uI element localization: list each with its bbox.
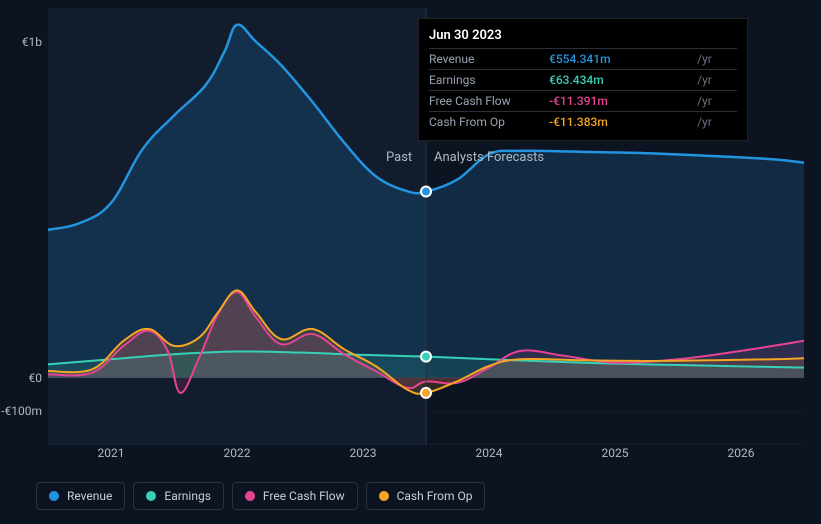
tooltip-metric-unit: /yr (693, 112, 737, 133)
hover-tooltip: Jun 30 2023 Revenue €554.341m /yr Earnin… (418, 18, 748, 141)
legend-label: Cash From Op (397, 489, 473, 503)
tooltip-metric-label: Free Cash Flow (429, 91, 549, 112)
tooltip-row: Cash From Op -€11.383m /yr (429, 112, 737, 133)
forecast-label: Analysts Forecasts (434, 150, 544, 165)
legend-dot-icon (245, 491, 255, 501)
tooltip-metric-label: Revenue (429, 49, 549, 70)
x-tick-label: 2024 (476, 446, 503, 460)
tooltip-row: Free Cash Flow -€11.391m /yr (429, 91, 737, 112)
tooltip-metric-value: €554.341m (549, 49, 693, 70)
legend-item-fcf[interactable]: Free Cash Flow (232, 482, 358, 510)
tooltip-metric-label: Earnings (429, 70, 549, 91)
x-tick-label: 2026 (728, 446, 755, 460)
tooltip-metric-unit: /yr (693, 91, 737, 112)
tooltip-date: Jun 30 2023 (429, 25, 737, 48)
legend-label: Earnings (164, 489, 211, 503)
legend-dot-icon (146, 491, 156, 501)
tooltip-metric-unit: /yr (693, 70, 737, 91)
x-tick-label: 2023 (350, 446, 377, 460)
legend-label: Revenue (67, 489, 112, 503)
y-tick-label: €0 (29, 371, 43, 385)
x-tick-label: 2022 (224, 446, 251, 460)
legend-item-earnings[interactable]: Earnings (133, 482, 224, 510)
tooltip-metric-unit: /yr (693, 49, 737, 70)
y-tick-label: €1b (22, 35, 42, 49)
y-tick-label: -€100m (1, 404, 42, 418)
x-tick-label: 2025 (602, 446, 629, 460)
legend: Revenue Earnings Free Cash Flow Cash Fro… (36, 482, 485, 510)
x-tick-label: 2021 (98, 446, 125, 460)
tooltip-row: Revenue €554.341m /yr (429, 49, 737, 70)
tooltip-metric-label: Cash From Op (429, 112, 549, 133)
legend-item-cfo[interactable]: Cash From Op (366, 482, 486, 510)
tooltip-metric-value: -€11.383m (549, 112, 693, 133)
tooltip-row: Earnings €63.434m /yr (429, 70, 737, 91)
tooltip-metric-value: €63.434m (549, 70, 693, 91)
financials-chart: €1b€0-€100m202120222023202420252026PastA… (18, 0, 804, 524)
legend-dot-icon (49, 491, 59, 501)
tooltip-metric-value: -€11.391m (549, 91, 693, 112)
legend-item-revenue[interactable]: Revenue (36, 482, 125, 510)
tooltip-table: Revenue €554.341m /yr Earnings €63.434m … (429, 48, 737, 132)
past-label: Past (386, 150, 412, 165)
legend-dot-icon (379, 491, 389, 501)
legend-label: Free Cash Flow (263, 489, 345, 503)
